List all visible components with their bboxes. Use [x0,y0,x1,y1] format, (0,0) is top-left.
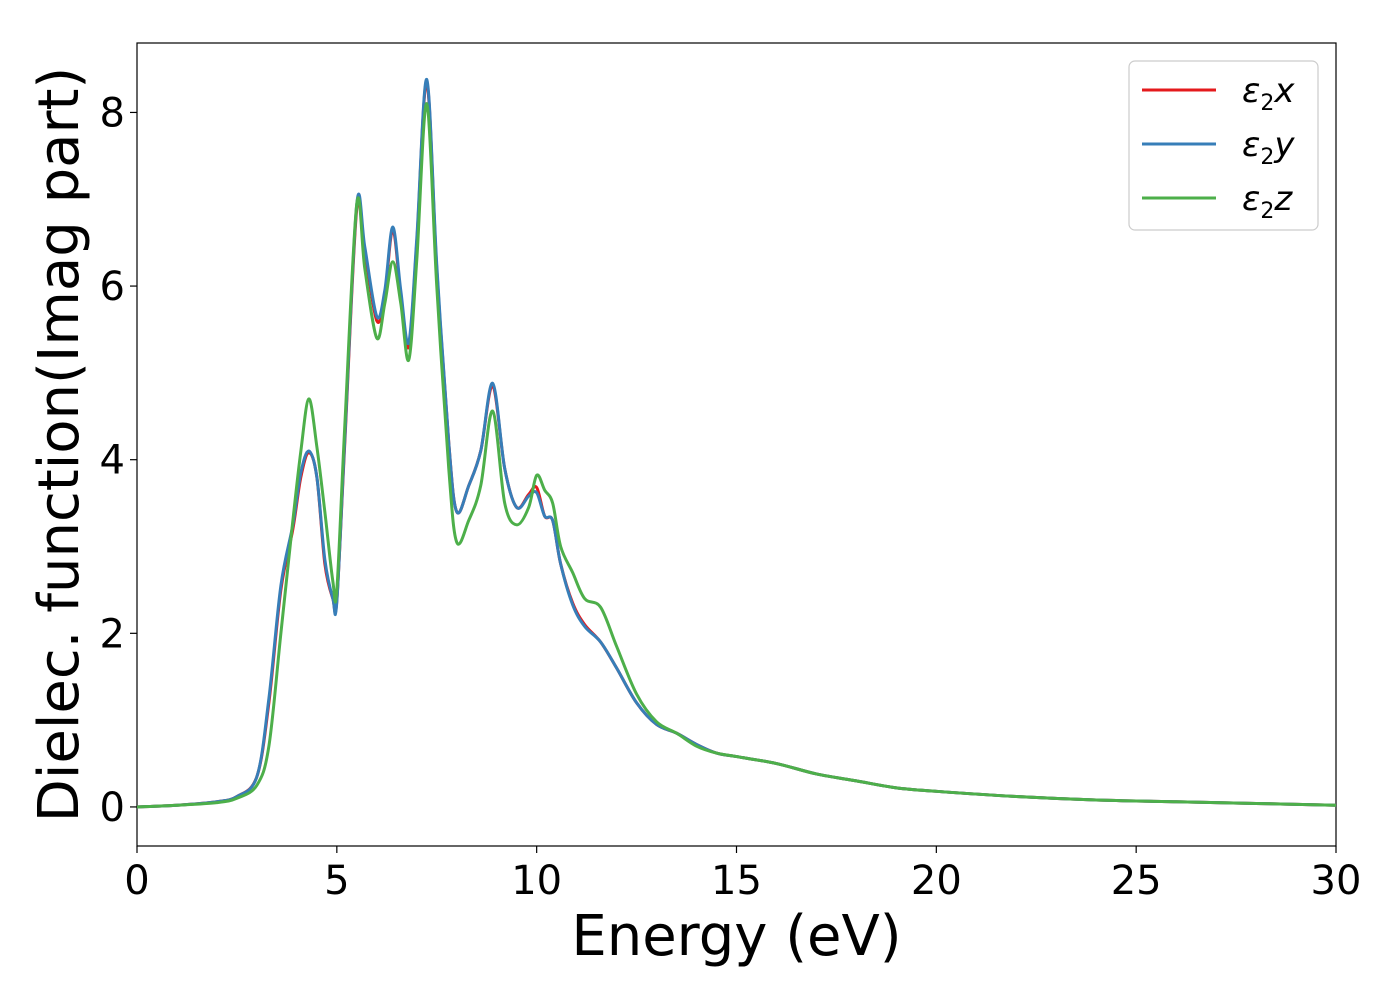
y-axis-ticks: 0 2 4 6 8 [100,90,137,831]
legend-label-y: ε2y [1242,125,1295,170]
y-tick-label: 0 [100,785,125,831]
x-tick-label: 15 [711,858,762,904]
series-line-z [137,102,1336,809]
x-axis-label: Energy (eV) [571,904,901,969]
legend-box [1128,60,1319,231]
x-tick-label: 30 [1311,858,1362,904]
y-tick-label: 2 [100,611,125,657]
x-tick-label: 25 [1111,858,1162,904]
legend: ε2x ε2y ε2z [1128,60,1319,231]
x-tick-label: 10 [511,858,562,904]
x-tick-label: 0 [124,858,149,904]
series-layer [137,77,1336,809]
legend-label-z: ε2z [1242,179,1293,224]
y-tick-label: 4 [100,438,125,484]
x-tick-label: 5 [324,858,349,904]
legend-label-x: ε2x [1242,71,1295,116]
x-tick-label: 20 [911,858,962,904]
y-tick-label: 8 [100,90,125,136]
y-tick-label: 6 [100,264,125,310]
x-axis-ticks: 0 5 10 15 20 25 30 [124,846,1361,904]
y-axis-label: Dielec. function(Imag part) [27,67,92,823]
